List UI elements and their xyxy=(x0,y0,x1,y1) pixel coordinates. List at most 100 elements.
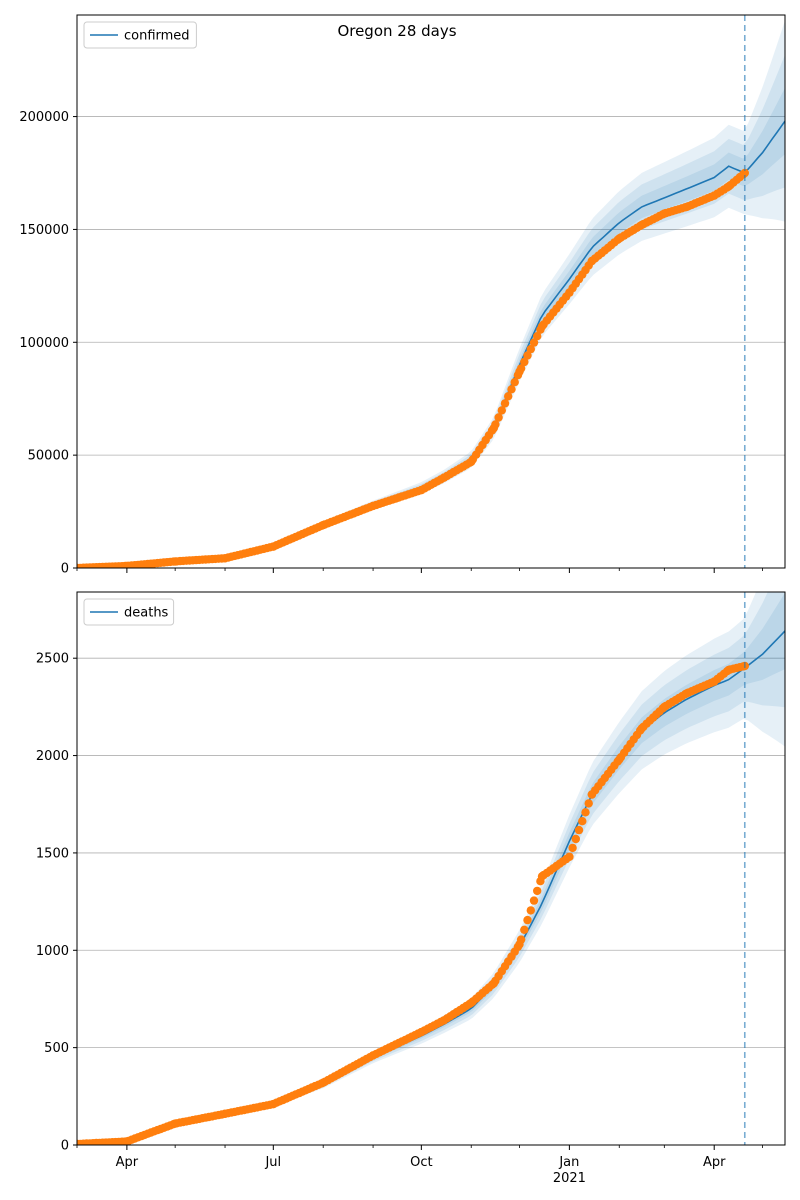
observed-points xyxy=(77,661,749,1145)
observed-point xyxy=(565,852,574,861)
observed-point xyxy=(171,1119,180,1128)
observed-points xyxy=(77,168,749,568)
figure-title: Oregon 28 days xyxy=(337,22,456,40)
observed-point xyxy=(587,790,597,799)
y-tick-label: 2500 xyxy=(36,652,69,667)
observed-point xyxy=(523,351,532,360)
legend: deaths xyxy=(83,598,175,626)
uncertainty-band xyxy=(77,592,785,1145)
observed-point xyxy=(578,817,587,826)
observed-point xyxy=(571,834,580,844)
observed-point xyxy=(565,288,574,297)
observed-point xyxy=(439,1016,449,1025)
observed-point xyxy=(584,799,593,808)
observed-point xyxy=(515,940,524,949)
observed-point xyxy=(507,385,516,394)
observed-point xyxy=(637,724,646,733)
observed-point xyxy=(319,1078,328,1087)
observed-point xyxy=(587,256,597,266)
y-tick-label: 150000 xyxy=(19,223,69,238)
legend-label: confirmed xyxy=(124,29,190,44)
uncertainty-band xyxy=(77,54,785,568)
observed-point xyxy=(568,843,577,853)
observed-point xyxy=(171,557,180,566)
observed-point xyxy=(724,182,733,191)
observed-point xyxy=(533,886,542,896)
observed-point xyxy=(220,1109,230,1119)
y-tick-label: 200000 xyxy=(19,110,69,125)
observed-point xyxy=(526,906,535,915)
plot-area xyxy=(77,20,785,568)
observed-point xyxy=(467,457,476,467)
observed-point xyxy=(489,979,498,988)
observed-point xyxy=(467,998,476,1008)
legend-label: deaths xyxy=(124,606,169,621)
y-tick-label: 0 xyxy=(61,562,69,577)
y-tick-label: 500 xyxy=(44,1041,69,1056)
observed-point xyxy=(439,473,449,482)
observed-point xyxy=(660,209,669,218)
observed-point xyxy=(269,542,278,551)
y-tick-label: 50000 xyxy=(28,449,69,464)
observed-point xyxy=(122,1137,132,1145)
y-tick-label: 1000 xyxy=(36,944,69,959)
observed-point xyxy=(710,191,719,200)
observed-point xyxy=(637,220,646,230)
observed-point xyxy=(523,915,532,925)
confirmed-panel: 0 50000 100000 150000 200000 confirmed xyxy=(19,14,786,577)
observed-point xyxy=(682,202,691,212)
legend: confirmed xyxy=(83,21,197,49)
observed-point xyxy=(529,338,539,347)
observed-point xyxy=(515,367,524,376)
observed-point xyxy=(520,925,529,934)
observed-point xyxy=(740,168,749,178)
observed-point xyxy=(77,1139,82,1145)
observed-point xyxy=(220,554,230,563)
observed-point xyxy=(574,825,584,835)
observed-point xyxy=(504,392,513,401)
x-tick-label: Apr xyxy=(703,1155,726,1170)
observed-point xyxy=(581,808,590,817)
observed-point xyxy=(710,677,719,686)
plot-area xyxy=(77,592,785,1145)
x-tick-label: Jul xyxy=(264,1155,281,1170)
observed-point xyxy=(660,702,669,712)
uncertainty-band xyxy=(77,592,785,1145)
observed-point xyxy=(533,332,542,341)
observed-point xyxy=(615,755,624,764)
y-tick-label: 2000 xyxy=(36,749,69,764)
observed-point xyxy=(520,357,529,367)
y-tick-label: 0 xyxy=(61,1139,69,1154)
legend-box xyxy=(83,21,197,49)
observed-point xyxy=(122,561,132,568)
observed-point xyxy=(417,485,426,495)
x-tick-label: Jan xyxy=(558,1155,579,1170)
y-tick-label: 100000 xyxy=(19,336,69,351)
observed-point xyxy=(615,234,624,243)
observed-point xyxy=(319,520,328,530)
observed-point xyxy=(368,501,378,511)
observed-point xyxy=(368,1051,378,1060)
x-tick-label: Oct xyxy=(410,1155,432,1170)
deaths-panel: 0 500 1000 1500 2000 2500 Apr Jul Oct Jan Apr 2021 d… xyxy=(36,591,786,1186)
observed-point xyxy=(529,896,539,905)
y-tick-label: 1500 xyxy=(36,846,69,861)
observed-point xyxy=(269,1099,278,1109)
legend-box xyxy=(83,598,175,626)
observed-point xyxy=(417,1027,426,1037)
observed-point xyxy=(500,399,510,408)
observed-point xyxy=(682,689,691,698)
observed-point xyxy=(724,665,733,675)
observed-point xyxy=(526,344,535,354)
axes-frame xyxy=(76,14,786,569)
observed-point xyxy=(494,413,503,422)
axes-frame xyxy=(76,591,786,1146)
x-year-label: 2021 xyxy=(553,1171,586,1186)
observed-point xyxy=(497,406,506,415)
observed-point xyxy=(537,322,547,331)
x-tick-label: Apr xyxy=(116,1155,139,1170)
observed-point xyxy=(489,423,498,433)
observed-point xyxy=(537,872,547,881)
observed-point xyxy=(77,563,82,568)
